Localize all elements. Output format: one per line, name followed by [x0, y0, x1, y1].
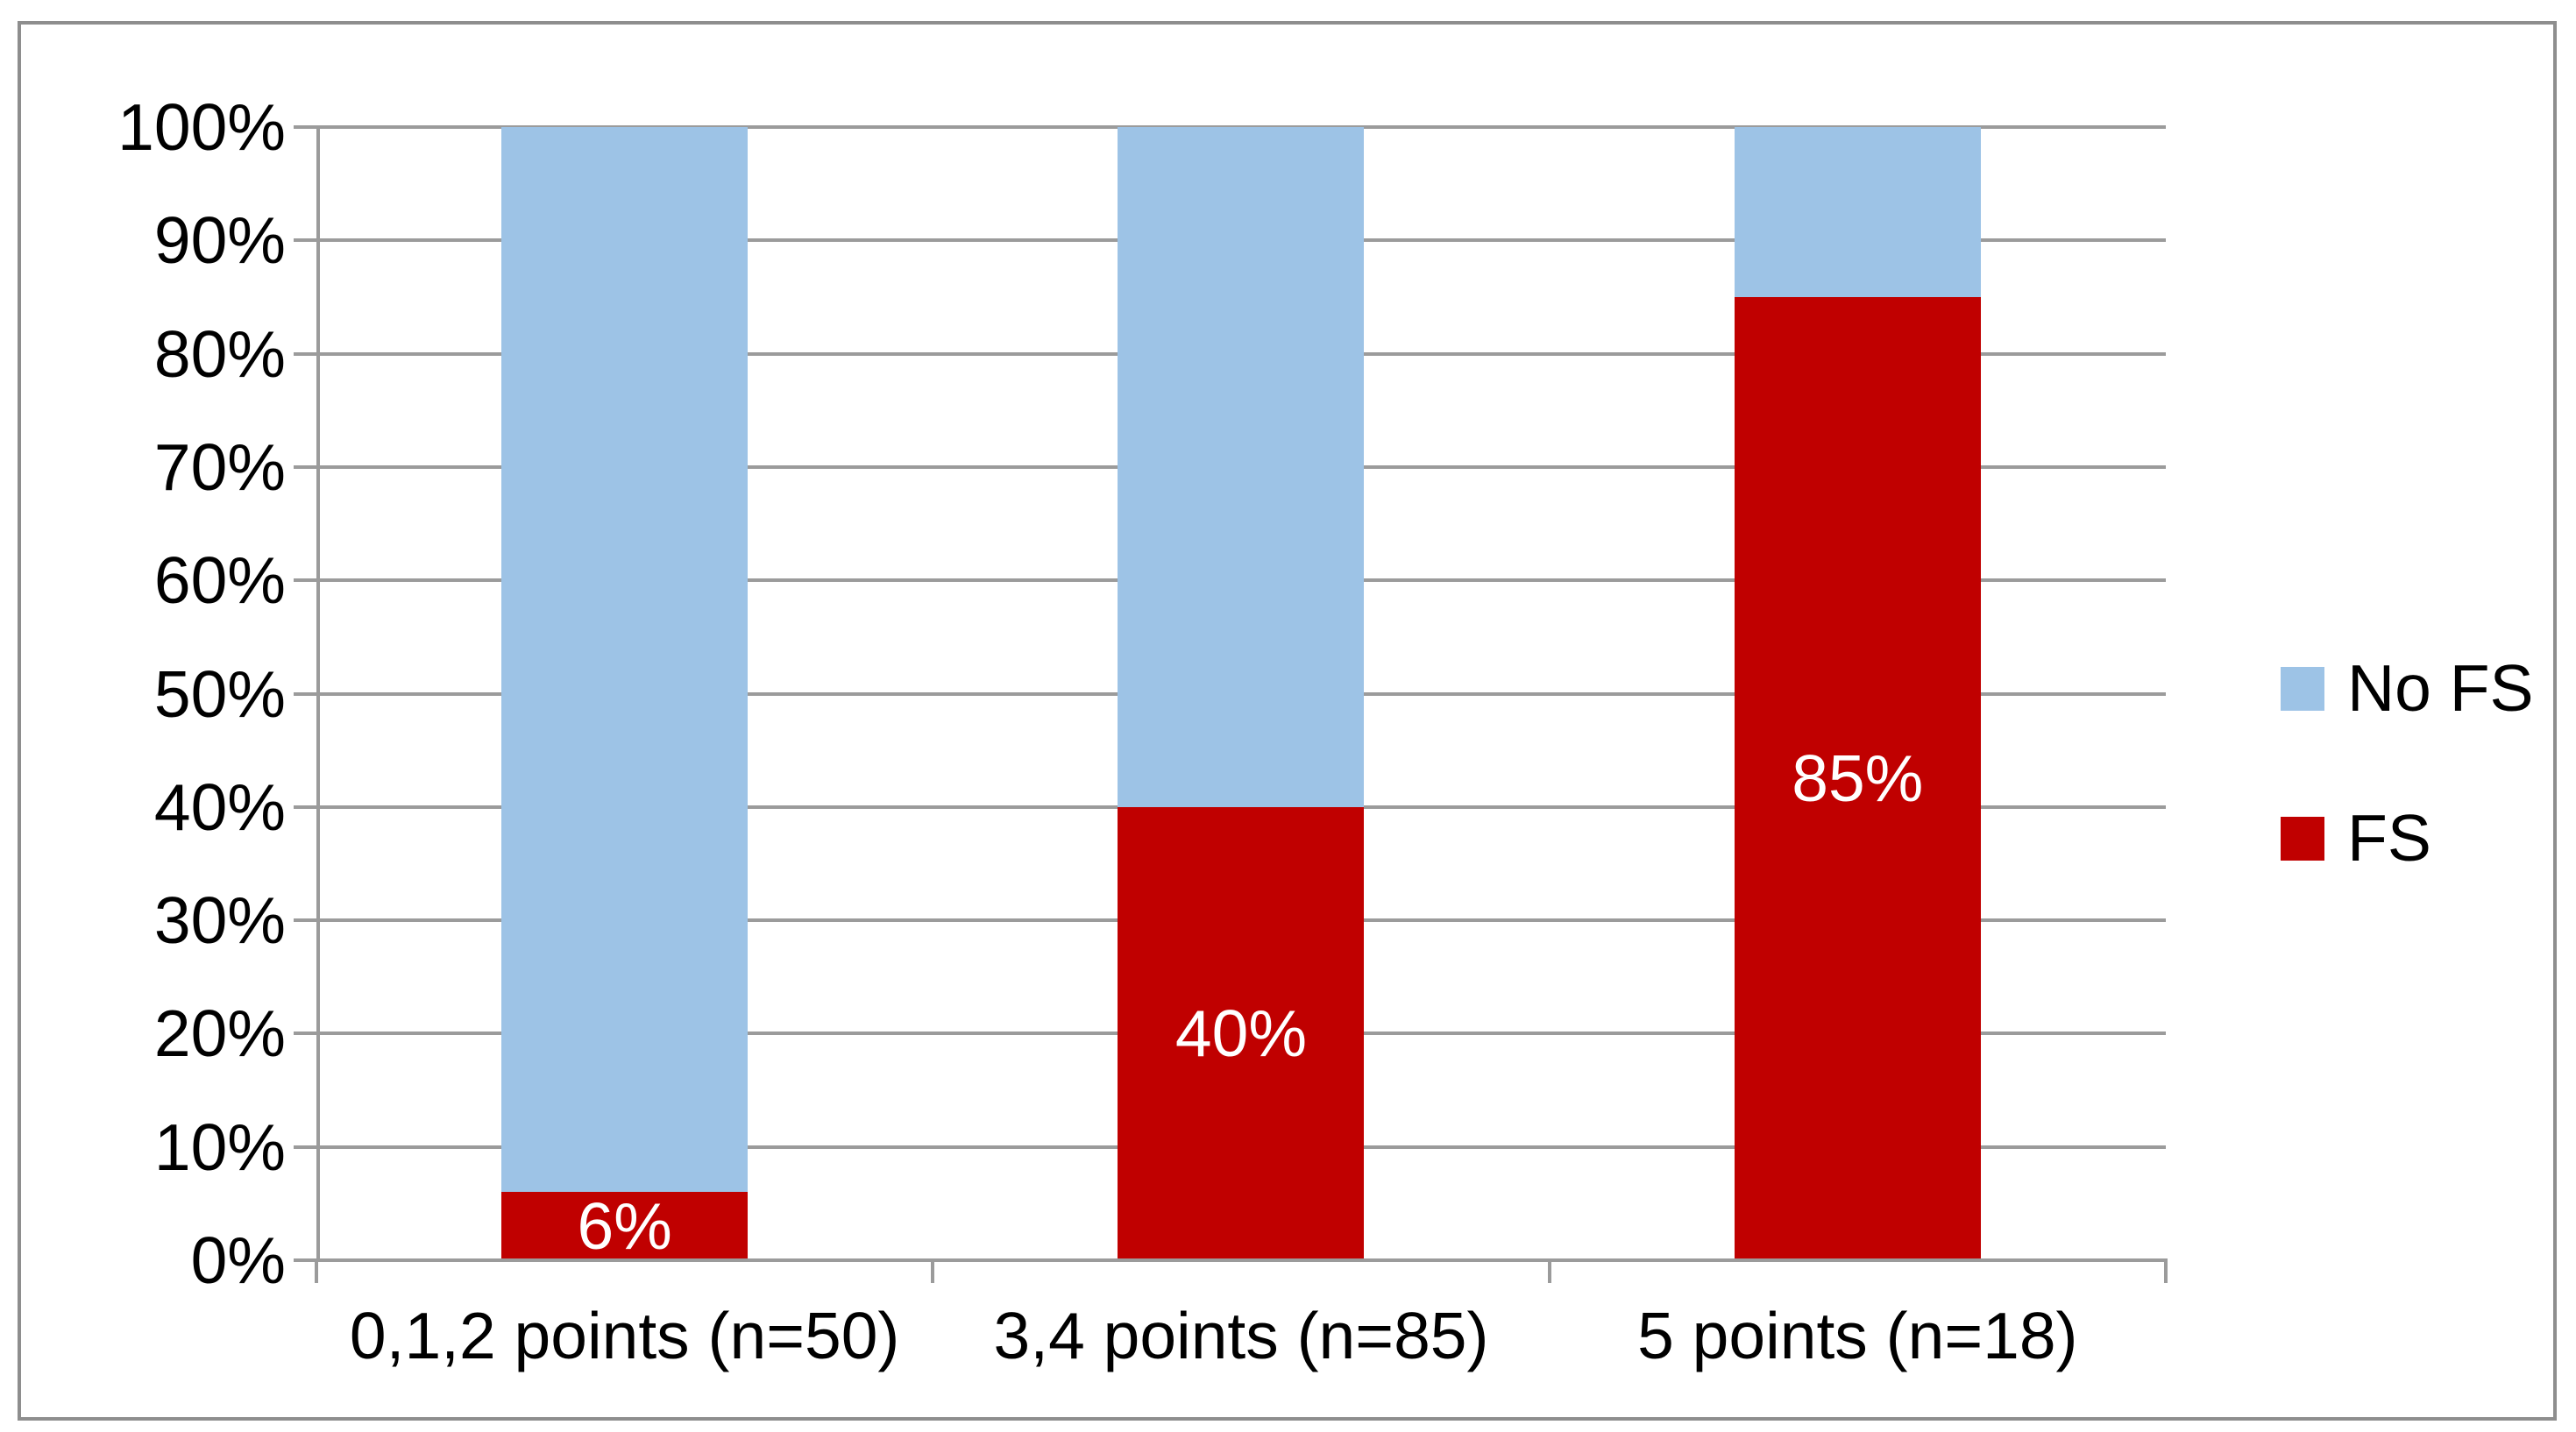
bar-segment-fs: 85%	[1734, 296, 1981, 1260]
y-tick-label-10: 10%	[153, 1109, 286, 1184]
chart-frame: 6% 40% 85% 0% 10% 20% 30% 40% 50% 60% 70% 80% 90% 10…	[18, 21, 2557, 1421]
x-category-label-3: 5 points (n=18)	[1637, 1299, 2078, 1372]
bar-stack-1: 6%	[501, 127, 749, 1263]
bar-category-1: 6%	[316, 127, 933, 1260]
bar-series-container: 6% 40% 85%	[316, 127, 2166, 1260]
y-tick-label-20: 20%	[153, 996, 286, 1071]
bar-data-label: 6%	[577, 1188, 672, 1263]
x-axis-tick-3	[2164, 1258, 2168, 1283]
y-tick-label-60: 60%	[153, 543, 286, 618]
bar-segment-fs: 40%	[1118, 806, 1365, 1260]
bar-segment-no-fs	[501, 127, 749, 1193]
x-axis-tick-2	[1547, 1258, 1551, 1283]
y-tick-label-90: 90%	[153, 203, 286, 278]
x-category-label-1: 0,1,2 points (n=50)	[349, 1299, 900, 1372]
x-category-label-2: 3,4 points (n=85)	[993, 1299, 1489, 1372]
bar-stack-2: 40%	[1118, 127, 1365, 1260]
y-tick-label-80: 80%	[153, 316, 286, 391]
bar-category-2: 40%	[933, 127, 1549, 1260]
y-tick-label-50: 50%	[153, 656, 286, 731]
plot-area: 6% 40% 85%	[294, 125, 2168, 1283]
bar-segment-fs: 6%	[501, 1188, 749, 1263]
bar-stack-3: 85%	[1734, 127, 1981, 1260]
bar-category-3: 85%	[1550, 127, 2166, 1260]
bar-segment-no-fs	[1118, 127, 1365, 807]
y-tick-label-100: 100%	[117, 90, 286, 164]
y-tick-label-0: 0%	[190, 1223, 286, 1297]
legend-entry-no-fs: No FS	[2281, 656, 2534, 721]
y-tick-label-70: 70%	[153, 429, 286, 504]
legend-swatch-icon	[2281, 666, 2324, 711]
bar-segment-no-fs	[1734, 127, 1981, 297]
legend-label: FS	[2347, 801, 2431, 875]
x-axis-tick-1	[931, 1258, 935, 1283]
chart-legend: No FS FS	[2281, 656, 2534, 955]
legend-swatch-icon	[2281, 816, 2324, 861]
bar-data-label: 85%	[1792, 741, 1924, 815]
x-axis-tick-0	[315, 1258, 318, 1283]
y-tick-label-40: 40%	[153, 769, 286, 844]
x-axis-line	[316, 1258, 2166, 1262]
bar-data-label: 40%	[1174, 996, 1308, 1070]
legend-entry-fs: FS	[2281, 805, 2534, 871]
y-axis-line	[316, 127, 320, 1260]
y-tick-label-30: 30%	[153, 883, 286, 958]
legend-label: No FS	[2347, 651, 2534, 725]
